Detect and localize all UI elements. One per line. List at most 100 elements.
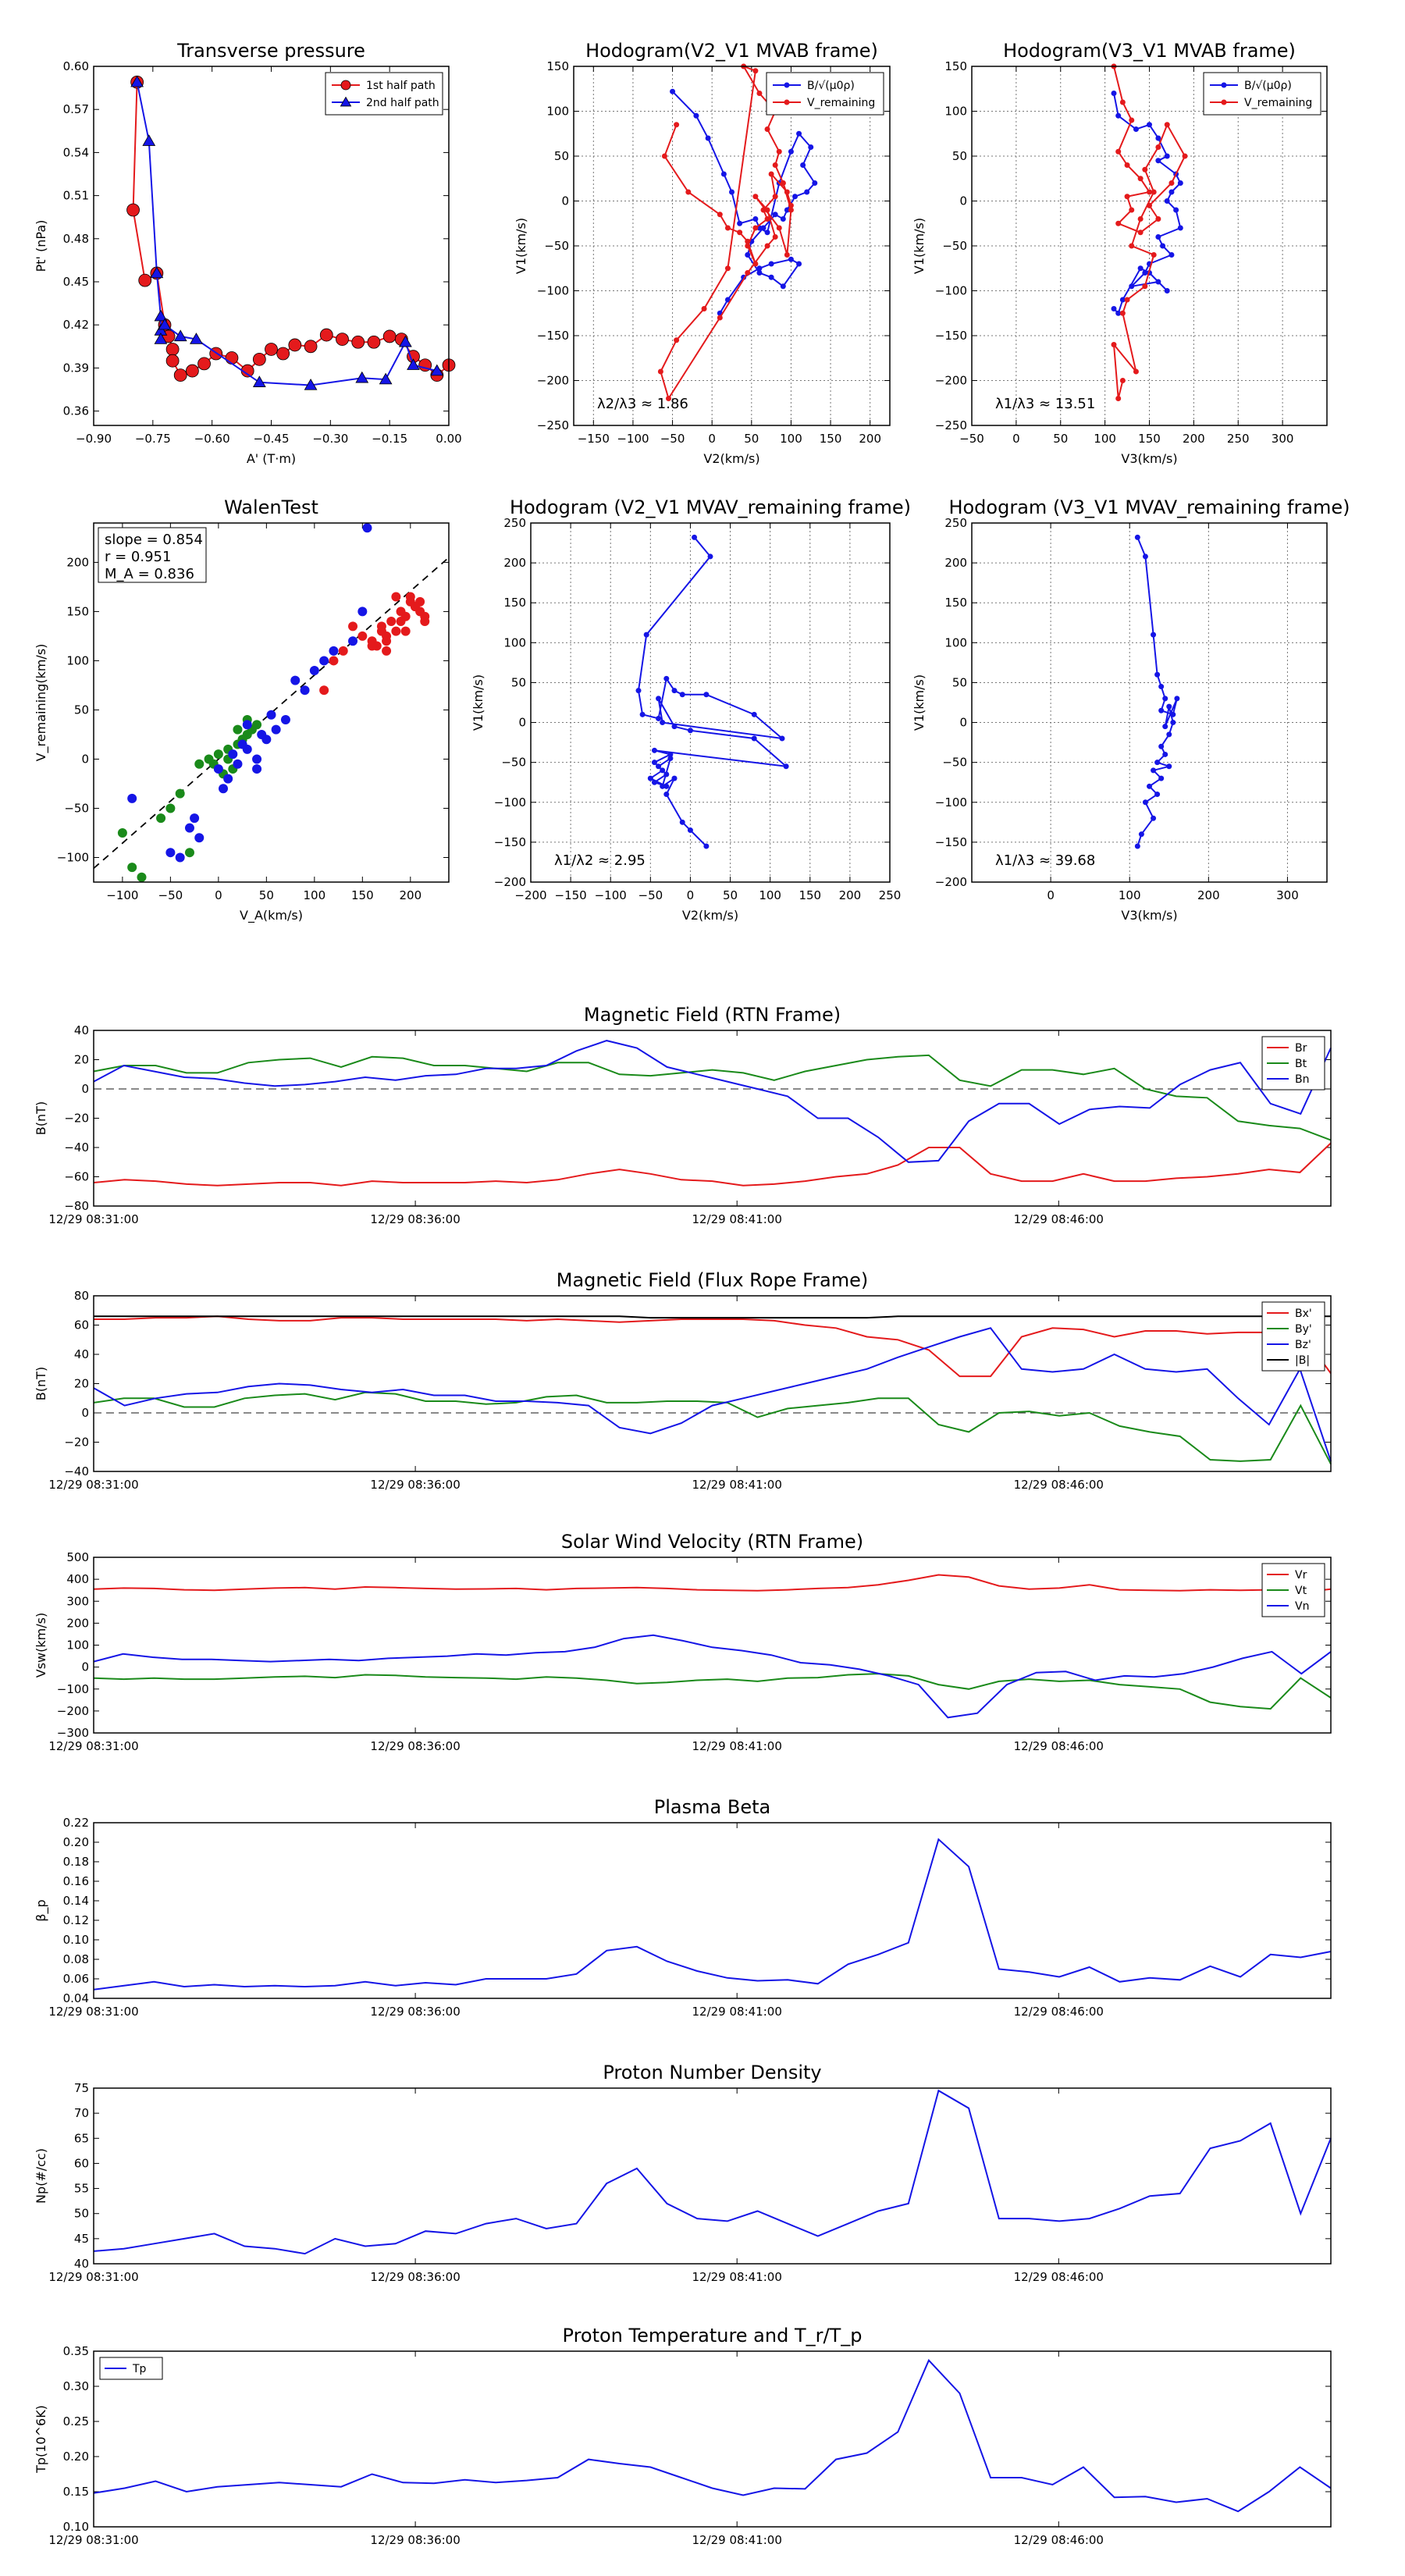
y-tick-label: −50 <box>544 239 569 253</box>
data-point <box>679 819 685 825</box>
panel-temp: Proton Temperature and T_r/T_p 0.10 0.15 0.… <box>34 2325 1332 2547</box>
y-tick-label: 55 <box>74 2182 89 2196</box>
data-point <box>720 171 727 177</box>
legend-label: Br <box>1295 1042 1307 1055</box>
x-tick-label: 0 <box>687 888 695 902</box>
data-point <box>737 220 743 226</box>
y-tick-label: 0.04 <box>63 1991 89 2005</box>
legend: Vr Vt Vn <box>1261 1563 1325 1617</box>
data-point <box>674 337 680 343</box>
series-line <box>1136 537 1178 847</box>
x-tick-label: 12/29 08:31:00 <box>48 1739 138 1753</box>
y-tick-label: 100 <box>944 635 967 649</box>
data-point <box>1151 252 1157 258</box>
plot-frame <box>93 2350 1332 2528</box>
data-point <box>1173 207 1179 213</box>
plot-frame <box>971 66 1328 426</box>
y-tick-label: −150 <box>935 835 967 849</box>
data-point <box>724 265 731 272</box>
y-tick-label: 0.08 <box>63 1952 89 1966</box>
data-point <box>233 724 243 735</box>
series-line <box>93 1327 1332 1462</box>
series-line <box>93 1040 1332 1163</box>
x-tick-label: 12/29 08:46:00 <box>1014 2533 1104 2547</box>
y-tick-label: 100 <box>944 105 967 119</box>
data-point <box>687 728 693 734</box>
data-point <box>663 792 670 798</box>
data-point <box>290 675 301 685</box>
data-point <box>780 180 786 186</box>
data-point <box>329 646 339 656</box>
panel-walen: WalenTest −100 −50 0 50 100 150 200 −100 −50 0 50 10… <box>34 496 450 923</box>
legend-marker <box>1221 82 1227 88</box>
x-tick-label: 12/29 08:41:00 <box>692 2005 782 2019</box>
data-point <box>1147 202 1152 208</box>
y-tick-label: 0 <box>959 194 967 208</box>
data-point <box>348 621 358 632</box>
data-point <box>812 180 818 186</box>
data-point <box>1164 288 1170 294</box>
data-point <box>1155 279 1161 285</box>
data-point <box>1154 792 1161 798</box>
data-point <box>687 827 693 834</box>
x-tick-label: 0 <box>1012 432 1020 446</box>
chart-title: Hodogram(V3_V1 MVAB frame) <box>1003 40 1296 62</box>
data-point <box>1164 198 1170 204</box>
chart-title: Hodogram(V2_V1 MVAB frame) <box>585 40 878 62</box>
chart-title: WalenTest <box>224 496 318 518</box>
x-tick-label: 12/29 08:41:00 <box>692 2270 782 2284</box>
data-point <box>784 252 790 258</box>
x-tick-label: −0.60 <box>194 432 230 446</box>
data-point <box>745 243 751 249</box>
x-tick-label: 300 <box>1276 888 1299 902</box>
y-tick-label: 150 <box>503 596 526 610</box>
y-axis-label: Np(#/cc) <box>34 2148 48 2204</box>
data-point <box>1142 166 1148 173</box>
data-point <box>252 375 266 387</box>
y-tick-label: 500 <box>66 1550 89 1564</box>
data-point <box>772 194 778 200</box>
y-tick-label: −40 <box>64 1464 89 1478</box>
panel-mag_rtn: Magnetic Field (RTN Frame) −80 −60 −40 −20 0 2… <box>34 1004 1332 1226</box>
data-point <box>657 368 663 375</box>
data-point <box>223 774 233 784</box>
x-tick-label: 200 <box>399 888 422 902</box>
data-point <box>242 720 252 730</box>
data-point <box>671 688 678 694</box>
y-tick-label: 150 <box>546 59 569 73</box>
data-point <box>663 675 670 681</box>
data-point <box>1168 252 1175 258</box>
x-tick-label: 12/29 08:31:00 <box>48 2005 138 2019</box>
y-tick-label: −80 <box>64 1199 89 1213</box>
y-tick-label: 50 <box>74 703 89 717</box>
y-tick-label: −200 <box>494 875 526 889</box>
series-line <box>1113 93 1182 315</box>
data-point <box>1129 283 1135 290</box>
data-point <box>1170 711 1176 717</box>
data-point <box>1119 297 1126 303</box>
data-point <box>751 711 757 717</box>
data-point <box>405 592 415 602</box>
data-point <box>348 636 358 646</box>
data-point <box>1124 297 1130 303</box>
data-point <box>693 112 699 119</box>
data-point <box>126 203 140 217</box>
data-point <box>670 88 676 94</box>
y-tick-label: −200 <box>935 875 967 889</box>
y-tick-label: 250 <box>944 516 967 530</box>
legend-label: By' <box>1295 1323 1312 1336</box>
fit-line <box>93 557 450 870</box>
y-tick-label: 20 <box>74 1053 89 1067</box>
x-tick-label: 12/29 08:46:00 <box>1014 1212 1104 1226</box>
data-point <box>158 318 172 330</box>
y-tick-label: −150 <box>935 329 967 343</box>
data-point <box>1158 743 1165 749</box>
x-tick-label: 100 <box>780 432 802 446</box>
data-point <box>703 692 710 698</box>
legend-label: Vr <box>1295 1569 1307 1582</box>
y-tick-label: 50 <box>952 149 967 163</box>
data-point <box>194 759 205 769</box>
legend-label: Bt <box>1295 1058 1307 1070</box>
data-point <box>1155 234 1161 240</box>
data-point <box>357 631 368 641</box>
